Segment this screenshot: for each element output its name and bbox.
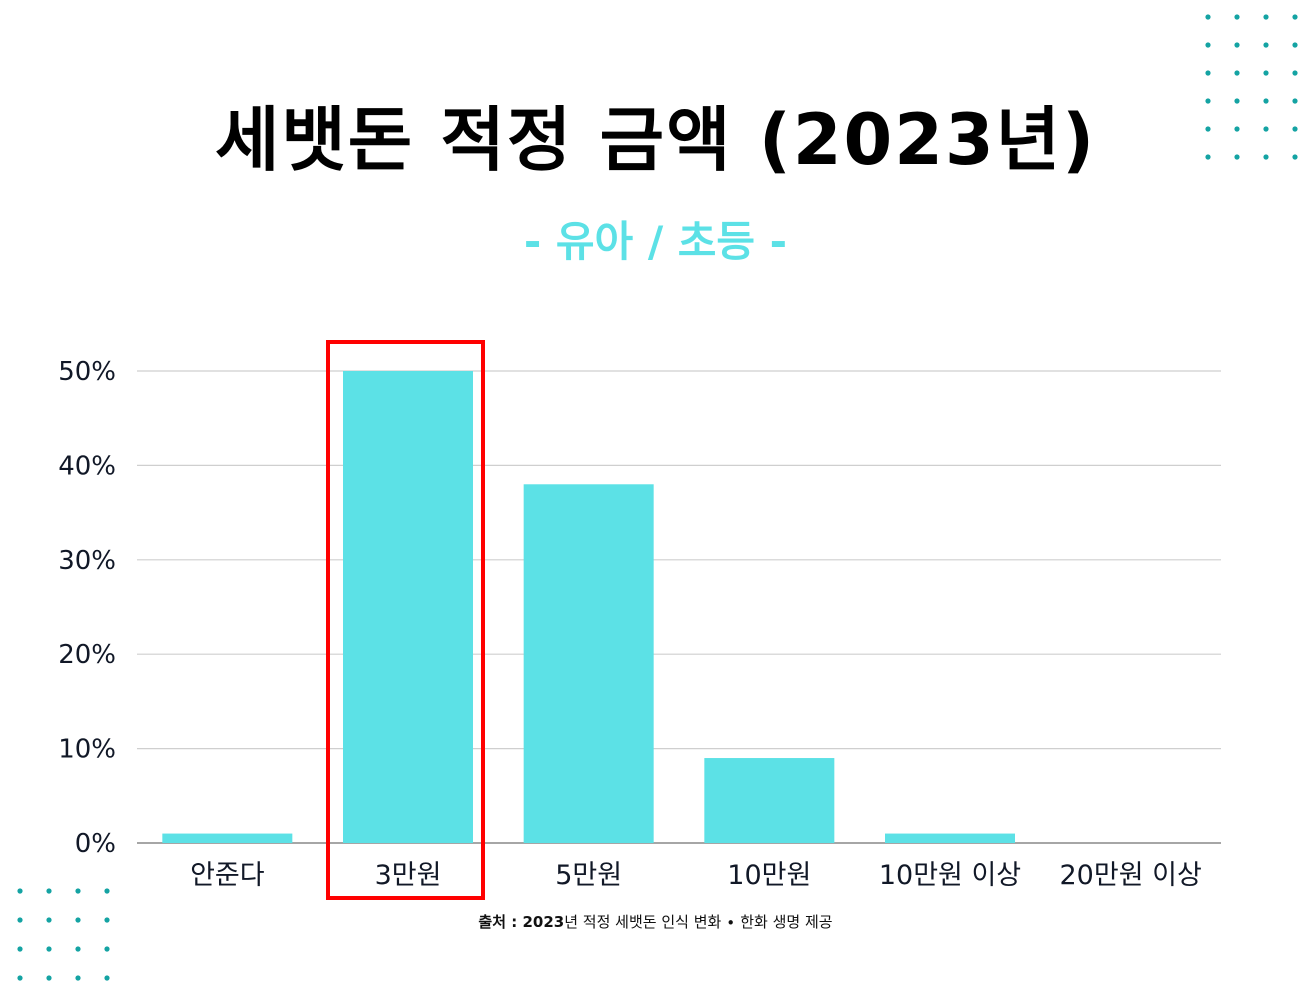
decorative-dot (75, 946, 81, 952)
decorative-dot (1234, 42, 1240, 48)
source-prefix: 출처 : (478, 913, 523, 931)
decorative-dot (1292, 70, 1298, 76)
chart-title: 세뱃돈 적정 금액 (2023년) (214, 99, 1097, 181)
highlight-layer (326, 340, 485, 900)
decorative-dot (1205, 14, 1211, 20)
x-category-label: 3만원 (375, 860, 442, 891)
decorative-dot (1263, 14, 1269, 20)
decorative-dot (1234, 14, 1240, 20)
decorative-dot (1263, 42, 1269, 48)
x-category-label: 안준다 (190, 860, 265, 891)
y-tick-label: 50% (58, 357, 116, 387)
decorative-dot (46, 975, 52, 981)
decorative-dot (17, 888, 23, 894)
decorative-dot (1292, 14, 1298, 20)
highlight-box (326, 340, 485, 900)
decorative-dot (1263, 126, 1269, 132)
x-axis-labels: 안준다 3만원 5만원 10만원 10만원 이상 20만원 이상 (190, 860, 1202, 891)
decorative-dot (104, 946, 110, 952)
decorative-dot (17, 946, 23, 952)
bars (162, 371, 1015, 843)
decorative-dot (1234, 98, 1240, 104)
decorative-dot (1263, 98, 1269, 104)
decorative-dot (1292, 42, 1298, 48)
x-category-label: 5만원 (555, 860, 622, 891)
decorative-dot (1234, 154, 1240, 160)
source-note: 출처 : 2023년 적정 세뱃돈 인식 변화 ∙ 한화 생명 제공 (0, 910, 1311, 934)
decorative-dot (1234, 70, 1240, 76)
dot-grid-bottom-left (17, 888, 110, 981)
y-tick-label: 10% (58, 735, 116, 765)
source-rest: 년 적정 세뱃돈 인식 변화 ∙ 한화 생명 제공 (564, 913, 833, 931)
dot-grid-top-right (1205, 14, 1298, 160)
y-axis-ticks: 0% 10% 20% 30% 40% 50% (58, 357, 116, 859)
decorative-dot (1205, 42, 1211, 48)
decorative-dot (1205, 154, 1211, 160)
decorative-dot (1205, 70, 1211, 76)
decorative-dot (46, 946, 52, 952)
decorative-dot (1234, 126, 1240, 132)
decorative-dot (104, 888, 110, 894)
bar (523, 484, 654, 843)
bar (162, 833, 293, 843)
y-tick-label: 30% (58, 546, 116, 576)
bar (704, 758, 835, 843)
y-tick-label: 40% (58, 451, 116, 481)
x-category-label: 10만원 (727, 860, 811, 891)
decorative-dot (75, 917, 81, 923)
x-category-label: 10만원 이상 (879, 860, 1021, 891)
decorative-dot (1292, 154, 1298, 160)
decorative-dot (1263, 154, 1269, 160)
gridlines (137, 370, 1221, 844)
decorative-dot (104, 917, 110, 923)
decorative-dot (75, 888, 81, 894)
y-tick-label: 0% (75, 829, 116, 859)
y-tick-label: 20% (58, 640, 116, 670)
decorative-dot (46, 917, 52, 923)
decorative-dot (75, 975, 81, 981)
decorative-dot (17, 917, 23, 923)
decorative-dot (1292, 98, 1298, 104)
decorative-dot (17, 975, 23, 981)
decorative-dot (46, 888, 52, 894)
decorative-dot (1205, 126, 1211, 132)
x-category-label: 20만원 이상 (1060, 860, 1202, 891)
source-year: 2023 (522, 913, 565, 931)
bar (343, 371, 473, 843)
chart-subtitle: - 유아 / 초등 - (523, 217, 788, 266)
bar (885, 833, 1015, 843)
decorative-dot (1205, 98, 1211, 104)
decorative-dot (1292, 126, 1298, 132)
decorative-dot (1263, 70, 1269, 76)
decorative-dot (104, 975, 110, 981)
